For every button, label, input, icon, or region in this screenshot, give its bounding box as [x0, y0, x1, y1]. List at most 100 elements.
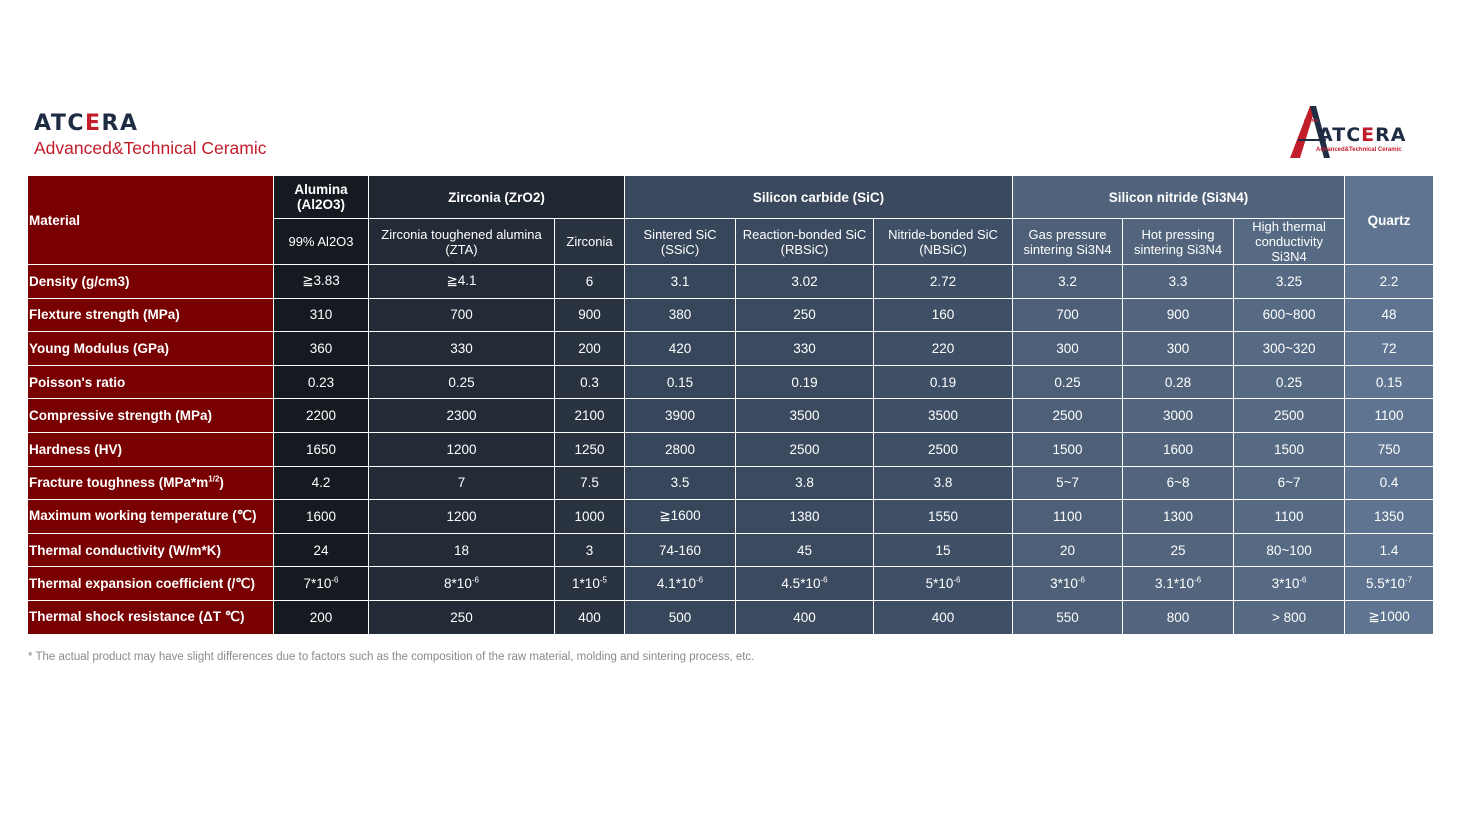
row-label: Flexture strength (MPa)	[27, 297, 274, 333]
table-cell: 0.25	[1012, 364, 1124, 400]
table-cell: 2300	[368, 398, 555, 433]
table-cell: 0.25	[1233, 364, 1346, 400]
row-label: Hardness (HV)	[27, 431, 274, 467]
row-label: Thermal expansion coefficient (/℃)	[27, 566, 274, 601]
table-cell: 3*10-6	[1012, 566, 1124, 601]
table-row: Flexture strength (MPa) 310 700 900 380 250 16…	[27, 297, 1435, 333]
table-cell: 2500	[1233, 398, 1346, 433]
table-row: Thermal expansion coefficient (/℃) 7*10-6…	[27, 566, 1435, 601]
row-label: Thermal shock resistance (ΔT ℃)	[27, 599, 274, 635]
table-cell: 310	[273, 297, 369, 333]
table-cell: 3.02	[735, 264, 875, 299]
table-cell: 2200	[273, 398, 369, 433]
logo-a-mark-icon	[1290, 106, 1330, 158]
footnote: * The actual product may have slight dif…	[28, 651, 755, 663]
table-cell: 3.5	[624, 465, 737, 501]
table-cell: ≧1000	[1344, 599, 1435, 635]
table-cell: 2500	[735, 431, 875, 467]
sub-header-htc-si3n4: High thermal conductivity Si3N4	[1233, 218, 1346, 265]
material-properties-table: Material Alumina (Al2O3) Zirconia (ZrO2)…	[27, 175, 1435, 635]
table-row: Thermal shock resistance (ΔT ℃) 200 250 400…	[27, 599, 1435, 635]
table-cell: 48	[1344, 297, 1435, 333]
table-cell: 1200	[368, 499, 555, 534]
group-header-zirconia: Zirconia (ZrO2)	[367, 175, 626, 219]
table-cell: 700	[1012, 297, 1124, 333]
table-cell: ≧1600	[624, 499, 737, 534]
table-row: Thermal conductivity (W/m*K) 24 18 3 74-160 4…	[27, 532, 1435, 568]
sub-header-zta: Zirconia toughened alumina (ZTA)	[368, 218, 555, 265]
table-row: Poisson's ratio 0.23 0.25 0.3 0.15 0.19 0.19 0.…	[27, 364, 1435, 400]
table-cell: 1350	[1344, 499, 1435, 534]
table-cell: 3.2	[1012, 264, 1124, 299]
table-row: Young Modulus (GPa) 360 330 200 420 330 220 300…	[27, 331, 1435, 366]
brand-tagline: Advanced&Technical Ceramic	[34, 138, 267, 158]
table-cell: 1000	[553, 499, 626, 534]
table-cell: 3900	[624, 398, 737, 433]
table-cell: 1600	[273, 499, 369, 534]
table-cell: 3.8	[735, 465, 875, 501]
sub-header-nbsic: Nitride-bonded SiC (NBSiC)	[873, 218, 1014, 265]
table-cell: 2500	[1012, 398, 1124, 433]
table-cell: 1100	[1233, 499, 1346, 534]
table-cell: 1*10-5	[553, 566, 626, 601]
table-cell: 4.5*10-6	[735, 566, 875, 601]
table-cell: 7	[368, 465, 555, 501]
table-cell: 2800	[624, 431, 737, 467]
table-cell: 1250	[553, 431, 626, 467]
table-cell: 4.2	[273, 465, 369, 501]
table-cell: 0.28	[1122, 364, 1235, 400]
table-cell: 2.2	[1344, 264, 1435, 299]
table-cell: 400	[553, 599, 626, 635]
table-cell: 160	[873, 297, 1014, 333]
table-cell: 20	[1012, 532, 1124, 568]
table-cell: 25	[1122, 532, 1235, 568]
table-cell: 2500	[873, 431, 1014, 467]
table-cell: 45	[735, 532, 875, 568]
table-cell: 1380	[735, 499, 875, 534]
table-cell: 360	[273, 331, 369, 366]
table-cell: 380	[624, 297, 737, 333]
row-label: Maximum working temperature (℃)	[27, 499, 274, 534]
table-cell: 18	[368, 532, 555, 568]
row-label: Young Modulus (GPa)	[27, 331, 274, 366]
table-cell: 7*10-6	[273, 566, 369, 601]
table-cell: 8*10-6	[368, 566, 555, 601]
table-cell: 900	[553, 297, 626, 333]
brand-logo-right: CHINA ATCERA Advanced&Technical Ceramic	[1286, 104, 1426, 160]
table-cell: 420	[624, 331, 737, 366]
logo-china-text: CHINA	[1304, 118, 1319, 123]
table-cell: 1650	[273, 431, 369, 467]
table-cell: 3500	[735, 398, 875, 433]
row-label: Density (g/cm3)	[27, 264, 274, 299]
table-cell: ≧4.1	[368, 264, 555, 299]
table-cell: 220	[873, 331, 1014, 366]
table-row: Hardness (HV) 1650 1200 1250 2800 2500 2500 150…	[27, 431, 1435, 467]
table-cell: 1500	[1233, 431, 1346, 467]
table-cell: 2100	[553, 398, 626, 433]
table-cell: 250	[368, 599, 555, 635]
table-cell: 200	[553, 331, 626, 366]
table-cell: 700	[368, 297, 555, 333]
table-cell: 400	[735, 599, 875, 635]
group-header-silicon-nitride: Silicon nitride (Si3N4)	[1012, 175, 1346, 219]
table-cell: 1300	[1122, 499, 1235, 534]
table-cell: 0.4	[1344, 465, 1435, 501]
group-header-alumina: Alumina (Al2O3)	[273, 175, 369, 219]
group-header-quartz: Quartz	[1344, 175, 1435, 265]
brand-logo-left: ATCERA Advanced&Technical Ceramic	[34, 112, 267, 159]
table-cell: 330	[735, 331, 875, 366]
table-cell: 3.3	[1122, 264, 1235, 299]
table-cell: 500	[624, 599, 737, 635]
table-cell: 750	[1344, 431, 1435, 467]
table-cell: 74-160	[624, 532, 737, 568]
table-cell: 0.25	[368, 364, 555, 400]
table-cell: 0.19	[873, 364, 1014, 400]
material-header: Material	[27, 175, 274, 265]
row-label: Poisson's ratio	[27, 364, 274, 400]
row-label: Compressive strength (MPa)	[27, 398, 274, 433]
table-cell: 1100	[1012, 499, 1124, 534]
table-cell: 5~7	[1012, 465, 1124, 501]
row-label: Fracture toughness (MPa*m1/2)	[27, 465, 274, 501]
group-header-silicon-carbide: Silicon carbide (SiC)	[624, 175, 1014, 219]
table-cell: 0.15	[624, 364, 737, 400]
